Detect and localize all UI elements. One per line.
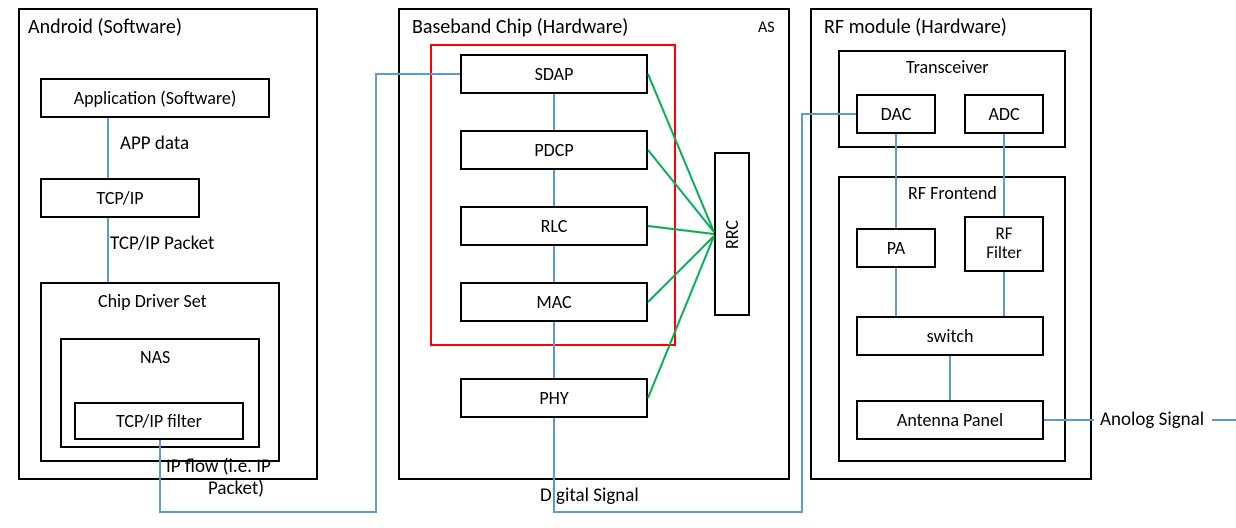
baseband-title: Baseband Chip (Hardware) [412, 15, 628, 39]
pdcp-label: PDCP [534, 139, 573, 161]
dac-box: DAC [856, 94, 936, 134]
rf-filter-label: RF Filter [986, 225, 1022, 262]
tcpip-packet-label: TCP/IP Packet [110, 232, 214, 255]
adc-label: ADC [988, 103, 1019, 125]
rf-frontend-title: RF Frontend [908, 182, 997, 204]
application-box: Application (Software) [40, 78, 270, 118]
antenna-label: Antenna Panel [897, 409, 1003, 431]
rf-filter-line2: Filter [986, 242, 1022, 263]
phy-label: PHY [539, 387, 568, 409]
app-data-label: APP data [120, 132, 189, 155]
rf-title: RF module (Hardware) [824, 15, 1007, 39]
ipflow-label: IP flow (i.e. IP Packet) [166, 456, 306, 500]
sdap-box: SDAP [460, 54, 648, 94]
application-box-label: Application (Software) [74, 87, 237, 109]
chip-driver-title: Chip Driver Set [98, 290, 207, 312]
digital-signal-label: Digital Signal [540, 484, 639, 507]
dac-label: DAC [881, 103, 912, 125]
adc-box: ADC [964, 94, 1044, 134]
sdap-label: SDAP [535, 63, 574, 85]
rf-filter-box: RF Filter [964, 216, 1044, 272]
mac-box: MAC [460, 282, 648, 322]
ipflow-label-line1: IP flow (i.e. IP [166, 455, 271, 478]
android-title: Android (Software) [28, 15, 182, 39]
pa-box: PA [856, 228, 936, 268]
pdcp-box: PDCP [460, 130, 648, 170]
mac-label: MAC [536, 291, 571, 313]
pa-label: PA [887, 237, 905, 259]
rlc-box: RLC [460, 206, 648, 246]
phy-box: PHY [460, 378, 648, 418]
rlc-label: RLC [541, 215, 568, 237]
rrc-label: RRC [721, 220, 743, 249]
analog-signal-label: Anolog Signal [1100, 408, 1204, 431]
transceiver-title: Transceiver [906, 56, 989, 78]
ipflow-label-line2: Packet) [166, 478, 306, 500]
switch-box: switch [856, 316, 1044, 356]
tcpip-filter-label: TCP/IP filter [116, 410, 202, 432]
tcpip-box: TCP/IP [40, 178, 200, 218]
rrc-box: RRC [714, 152, 750, 316]
switch-label: switch [927, 325, 974, 347]
antenna-box: Antenna Panel [856, 400, 1044, 440]
tcpip-box-label: TCP/IP [96, 187, 143, 209]
as-label: AS [758, 18, 775, 37]
tcpip-filter-box: TCP/IP filter [74, 402, 244, 440]
nas-title: NAS [140, 346, 170, 368]
